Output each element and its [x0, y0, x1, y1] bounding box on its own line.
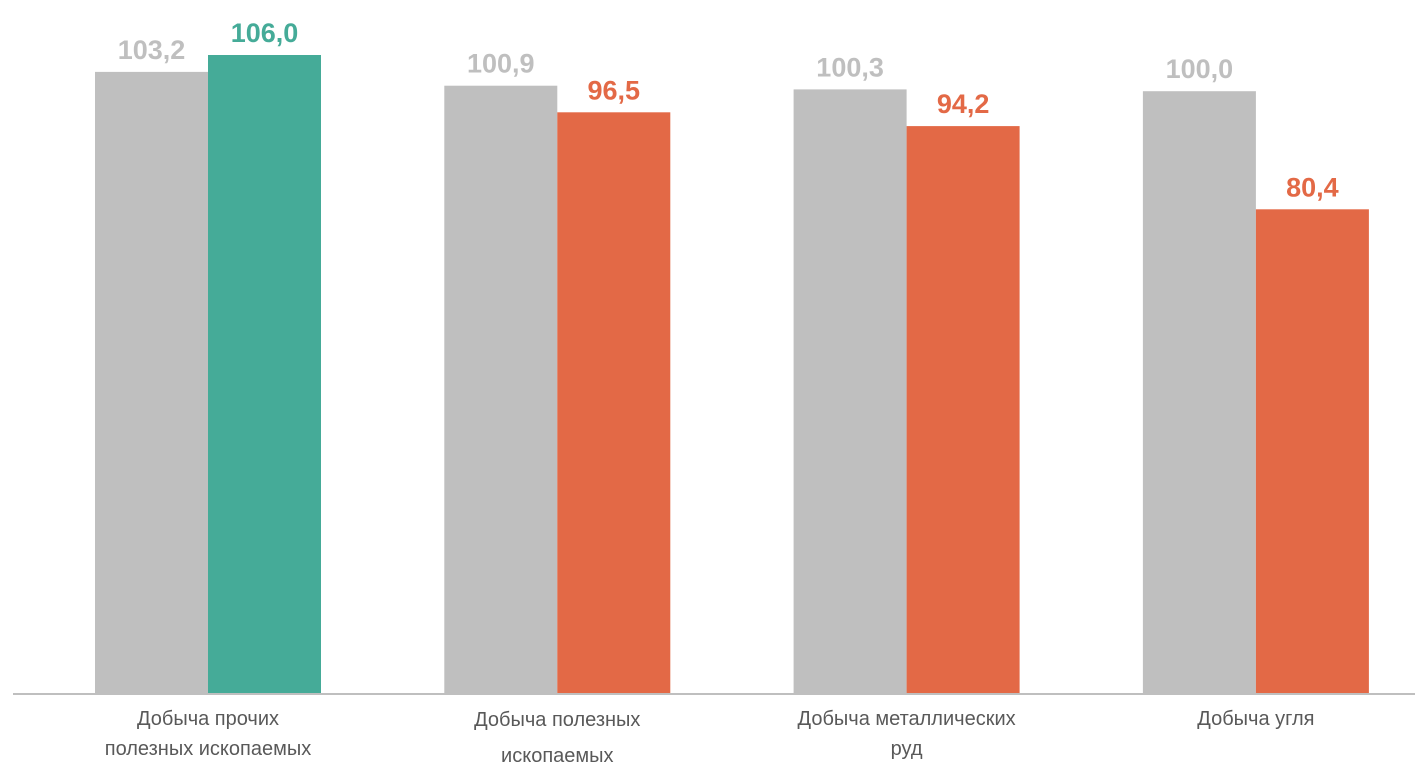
- category-label-line: полезных ископаемых: [104, 738, 312, 760]
- category-label-line: Добыча угля: [1197, 708, 1315, 730]
- category-label-line: ископаемых: [501, 745, 614, 767]
- value-label-current-1: 106,0: [231, 18, 299, 48]
- category-label-3: Добыча металлических руд: [757, 704, 1057, 764]
- category-label-line: Добыча металлических: [797, 708, 1016, 730]
- category-label-line: руд: [890, 738, 923, 760]
- value-label-previous-4: 100,0: [1166, 54, 1234, 84]
- category-label-line: Добыча полезных: [474, 709, 641, 731]
- bar-previous-4: [1142, 91, 1256, 694]
- value-label-current-4: 80,4: [1286, 172, 1339, 202]
- value-label-previous-3: 100,3: [816, 52, 884, 82]
- bar-current-3: [906, 126, 1020, 695]
- category-label-line: Добыча прочих: [136, 708, 280, 730]
- value-labels-group: 103,2 106,0 100,9 96,5 100,3 94,2 100,0 80,4: [118, 18, 1339, 202]
- bar-previous-2: [444, 85, 558, 694]
- bar-previous-1: [95, 71, 208, 694]
- value-label-previous-2: 100,9: [467, 49, 535, 79]
- category-label-4: Добыча угля: [1106, 704, 1406, 734]
- bars-group: [95, 55, 1369, 695]
- bar-current-4: [1255, 209, 1369, 695]
- bar-current-1: [208, 55, 321, 694]
- value-label-previous-1: 103,2: [118, 35, 186, 65]
- category-label-1: Добыча прочих полезных ископаемых: [58, 704, 358, 764]
- value-label-current-3: 94,2: [937, 89, 990, 119]
- bar-previous-3: [793, 89, 907, 694]
- category-label-2: Добыча полезных ископаемых: [407, 705, 707, 771]
- bar-current-2: [557, 112, 671, 695]
- value-label-current-2: 96,5: [588, 75, 641, 105]
